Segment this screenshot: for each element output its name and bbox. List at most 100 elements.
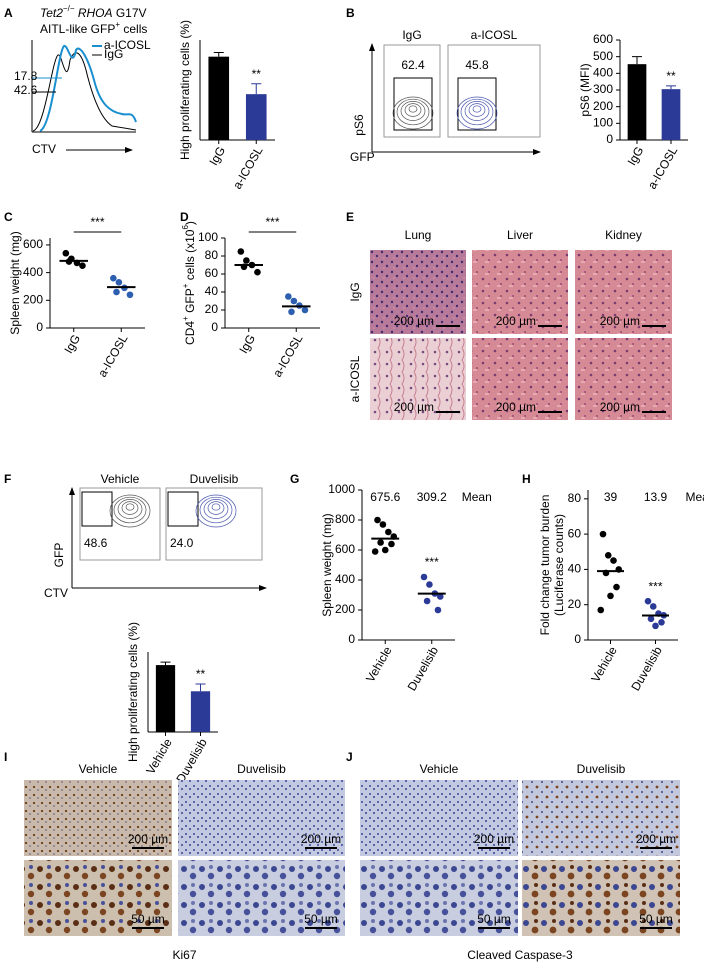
contour xyxy=(199,496,233,524)
column-header: Vehicle xyxy=(79,762,118,776)
histology-image xyxy=(522,860,680,936)
contour xyxy=(472,105,482,113)
x-tick-label: IgG xyxy=(61,332,83,356)
title-part: AITL-like GFP xyxy=(40,22,115,36)
y-tick-label: 200 xyxy=(335,602,355,616)
y-tick-label: 200 xyxy=(23,292,43,306)
dot xyxy=(423,597,431,605)
y-tick-label: 80 xyxy=(205,248,219,262)
panel-letter: A xyxy=(4,6,13,20)
histology-image xyxy=(360,860,518,936)
y-tick-label: 0 xyxy=(574,632,581,646)
gate-value: 42.6 xyxy=(14,83,38,97)
contour xyxy=(211,503,221,511)
dot xyxy=(647,615,655,623)
contour xyxy=(121,501,139,515)
y-tick-label: 0 xyxy=(606,132,613,146)
column-header: Vehicle xyxy=(420,762,459,776)
dot xyxy=(110,274,117,282)
y-tick-label: 600 xyxy=(593,32,613,46)
contour xyxy=(396,98,430,126)
dot xyxy=(79,262,86,269)
bar xyxy=(661,89,681,140)
y-axis-label-part: cells (x10 xyxy=(183,229,197,283)
y-tick-label: 200 xyxy=(593,99,613,113)
mean-value: 675.6 xyxy=(370,490,400,504)
scale-bar-label: 200 µm xyxy=(496,314,536,328)
y-tick-label: 400 xyxy=(23,265,43,279)
histology-image xyxy=(472,250,568,334)
flow-header: Duvelisib xyxy=(190,472,239,486)
column-header: Duvelisib xyxy=(577,762,626,776)
y-axis-label-part: 6 xyxy=(181,225,190,230)
histology-image xyxy=(24,860,172,936)
gate xyxy=(393,77,433,131)
scale-bar-label: 200 µm xyxy=(600,400,640,414)
annotation: ** xyxy=(252,67,262,81)
x-tick-label: IgG xyxy=(625,144,647,168)
contour xyxy=(400,101,426,121)
x-tick-label: a-ICOSL xyxy=(645,144,681,192)
y-axis-label-part: ) xyxy=(183,221,197,225)
x-tick-label: a-ICOSL xyxy=(230,144,266,192)
flow-plot xyxy=(79,487,161,561)
dot xyxy=(610,557,617,564)
column-header: Duvelisib xyxy=(237,762,286,776)
dot xyxy=(254,268,261,276)
y-axis-label-part: + xyxy=(181,316,190,321)
panel-letter: F xyxy=(4,472,11,486)
dot xyxy=(243,257,250,264)
flow-header: a-ICOSL xyxy=(471,28,518,42)
row-header: a-ICOSL xyxy=(348,355,362,402)
x-tick-label: IgG xyxy=(206,144,228,168)
panel-letter: D xyxy=(180,210,189,224)
annotation: ** xyxy=(196,667,206,681)
annotation: *** xyxy=(265,215,279,229)
contour xyxy=(195,494,237,528)
histology-image xyxy=(178,780,345,856)
x-tick-label: a-ICOSL xyxy=(270,332,306,380)
x-tick-label: a-ICOSL xyxy=(95,332,131,380)
caption: Ki67 xyxy=(172,948,196,962)
y-axis-label-part: GFP xyxy=(183,288,197,316)
dot xyxy=(436,593,444,600)
y-tick-label: 1000 xyxy=(328,482,355,496)
contour xyxy=(456,96,498,130)
y-tick-label: 300 xyxy=(593,82,613,96)
scale-bar-label: 200 µm xyxy=(600,314,640,328)
dot xyxy=(434,606,442,614)
dot xyxy=(115,279,123,286)
contour xyxy=(464,101,490,121)
annotation: *** xyxy=(90,215,104,229)
dot xyxy=(420,573,428,581)
dot xyxy=(597,606,605,614)
y-axis-label: (Luciferase counts) xyxy=(552,514,566,616)
histology-image xyxy=(472,338,568,420)
gate-value: 62.4 xyxy=(401,58,425,72)
annotation: *** xyxy=(648,579,662,593)
panel-letter: H xyxy=(522,472,531,486)
y-tick-label: 20 xyxy=(205,302,219,316)
bar xyxy=(190,691,211,732)
dot xyxy=(385,528,392,536)
row-header: IgG xyxy=(348,282,362,301)
histology-image xyxy=(24,780,172,856)
legend-label: IgG xyxy=(104,47,123,61)
histology-image xyxy=(575,250,672,334)
y-tick-label: 60 xyxy=(568,526,582,540)
y-tick-label: 600 xyxy=(23,237,43,251)
panel-letter: B xyxy=(346,6,355,20)
annotation: *** xyxy=(425,555,439,569)
gate-value: 48.6 xyxy=(84,536,108,550)
y-tick-label: 100 xyxy=(198,230,218,244)
y-tick-label: 20 xyxy=(568,597,582,611)
scale-bar-label: 50 µm xyxy=(304,912,338,926)
y-tick-label: 400 xyxy=(335,572,355,586)
y-tick-label: 600 xyxy=(335,542,355,556)
error-bar xyxy=(160,661,171,666)
dot xyxy=(658,619,665,626)
dot xyxy=(290,297,298,305)
histology-image xyxy=(360,780,518,856)
dot xyxy=(113,288,120,296)
